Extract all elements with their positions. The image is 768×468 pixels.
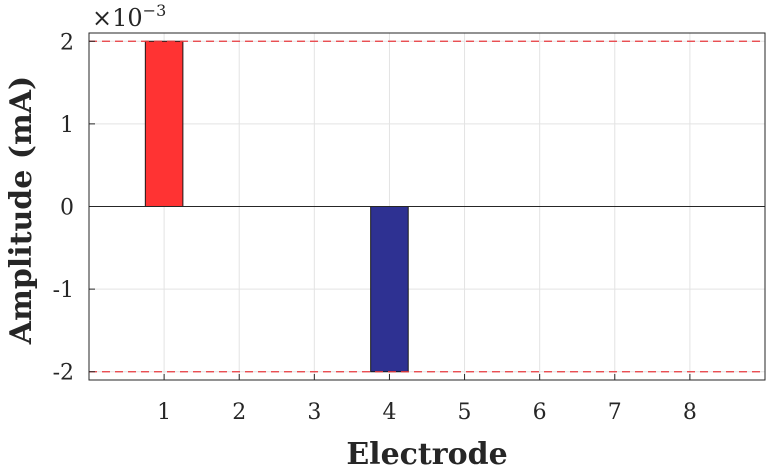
y-axis-label: Amplitude (mA) bbox=[4, 76, 39, 345]
x-tick-label: 8 bbox=[683, 400, 697, 425]
y-exponent-power: −3 bbox=[143, 1, 167, 20]
y-tick-label: 1 bbox=[60, 113, 74, 138]
bar-series bbox=[144, 40, 409, 373]
y-exponent-label: ×10−3 bbox=[92, 1, 166, 32]
x-tick-label: 7 bbox=[608, 400, 622, 425]
y-tick-labels: -2 -1 0 1 2 bbox=[53, 30, 95, 386]
x-tick-labels: 1 2 3 4 5 6 7 8 bbox=[157, 374, 697, 425]
bar-electrode-4 bbox=[370, 206, 409, 373]
x-axis-label: Electrode bbox=[346, 437, 507, 468]
y-tick-label: -2 bbox=[53, 361, 74, 386]
x-tick-label: 4 bbox=[382, 400, 396, 425]
y-tick-label: 2 bbox=[60, 30, 74, 55]
y-tick-label: 0 bbox=[60, 196, 74, 221]
reference-lines bbox=[89, 40, 765, 373]
y-exponent-base: ×10 bbox=[92, 4, 143, 32]
y-tick-label: -1 bbox=[53, 278, 74, 303]
x-tick-label: 2 bbox=[232, 400, 246, 425]
bar-electrode-1 bbox=[144, 40, 184, 208]
x-tick-label: 1 bbox=[157, 400, 171, 425]
x-tick-label: 3 bbox=[307, 400, 321, 425]
x-tick-label: 6 bbox=[533, 400, 547, 425]
x-tick-label: 5 bbox=[458, 400, 472, 425]
